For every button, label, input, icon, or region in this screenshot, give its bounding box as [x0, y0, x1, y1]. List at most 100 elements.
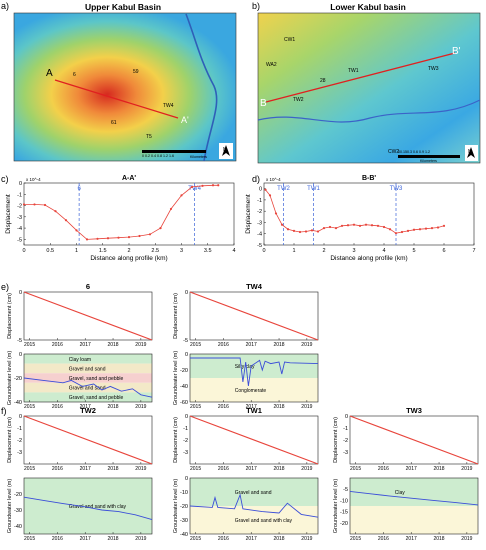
- data-point: [106, 237, 110, 240]
- data-point: [75, 229, 78, 232]
- data-point: [304, 230, 308, 233]
- x-tick-label: 2015: [24, 536, 35, 542]
- data-point: [117, 236, 120, 239]
- lithology-layer: [24, 354, 152, 364]
- lithology-label: Gravel, sand and pebble: [69, 376, 124, 382]
- x-tick-label: 2019: [135, 536, 146, 542]
- x-tick-label: 2019: [135, 404, 146, 410]
- lithology-label: Gravel, sand and pebble: [69, 395, 124, 401]
- timeseries-tw1: TW1 0 -1 -2 -3 Displacement (cm) Gravel and sa…: [173, 406, 319, 542]
- panel-a-title: Upper Kabul Basin: [85, 2, 161, 12]
- map-b-well-tw1: TW1: [348, 68, 359, 74]
- y-axis-label: Displacement: [245, 194, 252, 234]
- data-point: [286, 228, 290, 231]
- x-tick-label: 2017: [80, 342, 91, 348]
- map-b-raster: [257, 12, 481, 164]
- x-tick-label: 2017: [406, 536, 417, 542]
- profile-chart-c: A-A' x 10^-4 0 0.5 1 1.5 2 2.5 3 3.5 4 -5 -4 -3 -2 -1 0 D…: [5, 175, 236, 262]
- x-tick-label: 2019: [135, 342, 146, 348]
- data-point: [322, 226, 326, 230]
- y-tick-label: -60: [180, 400, 188, 406]
- x-tick-label: 2017: [406, 466, 417, 472]
- data-point: [388, 228, 392, 231]
- groundwater-series: [190, 357, 319, 387]
- panel-b-letter: b): [252, 1, 260, 11]
- timeseries-tw3: TW3 0 -1 -2 -3 Displacement (cm) Clay -5 -10 -15 -…: [333, 406, 479, 542]
- map-b-scale-unit: Kilometers: [420, 159, 437, 163]
- y-tick-label: -40: [180, 384, 188, 390]
- y-tick-label: -2: [17, 438, 22, 444]
- map-b-river: [257, 99, 481, 123]
- x-tick-label: 1: [292, 248, 295, 254]
- data-point: [169, 207, 173, 211]
- well-title: 6: [86, 282, 90, 291]
- insar-series: [23, 415, 153, 465]
- well-marker-label-tw2: TW2: [277, 186, 290, 192]
- data-point: [382, 225, 386, 229]
- map-b-well-wa2: WA2: [266, 62, 277, 68]
- lithology-layer: [24, 373, 152, 383]
- panel-f-letter: f): [1, 406, 7, 416]
- map-a-well-t5: T5: [146, 134, 152, 140]
- map-b-north-label: N: [468, 149, 472, 155]
- x-tick-label: 2018: [107, 404, 118, 410]
- data-point: [264, 188, 267, 191]
- y-tick-label: -30: [180, 518, 188, 524]
- y-tick-label: -5: [17, 237, 22, 243]
- y-tick-label: -40: [14, 400, 22, 406]
- x-tick-label: 4: [382, 248, 385, 254]
- data-point: [22, 203, 26, 206]
- y-tick-label: -4: [257, 232, 262, 238]
- gw-y-label: Groundwater level (m): [7, 351, 13, 406]
- data-point: [340, 224, 344, 227]
- lithology-label: Gravel and sand: [69, 386, 106, 392]
- y-tick-label: -1: [17, 192, 22, 198]
- x-tick-label: 2018: [433, 536, 444, 542]
- well-marker-label-6: 6: [77, 186, 81, 192]
- lithology-layer: [24, 478, 152, 534]
- map-a-river: [185, 13, 218, 162]
- data-point: [127, 236, 131, 239]
- x-tick-label: 2: [127, 248, 130, 254]
- y-tick-label: -2: [17, 204, 22, 210]
- y-tick-label: -5: [343, 487, 348, 493]
- x-tick-label: 1.5: [99, 248, 107, 254]
- well-marker-label-tw1: TW1: [307, 186, 320, 192]
- data-point: [352, 223, 356, 226]
- y-tick-label: -20: [14, 492, 22, 498]
- y-tick-label: -10: [340, 498, 348, 504]
- x-tick-label: 2017: [246, 536, 257, 542]
- map-a-scale-unit: Kilometers: [190, 155, 207, 159]
- x-tick-label: 2018: [273, 536, 284, 542]
- data-point: [274, 212, 278, 215]
- data-point: [328, 225, 332, 229]
- x-tick-label: 2015: [24, 342, 35, 348]
- data-point: [292, 229, 296, 233]
- map-b-well-tw3: TW3: [428, 66, 439, 72]
- lithology-label: Clay loam: [69, 357, 91, 363]
- y-tick-label: -5: [257, 243, 262, 249]
- y-tick-label: 0: [185, 290, 188, 296]
- data-point: [64, 219, 68, 222]
- y-tick-label: -30: [14, 508, 22, 514]
- data-point: [96, 237, 99, 240]
- y-tick-label: 0: [185, 476, 188, 482]
- y-tick-label: -10: [180, 490, 188, 496]
- insar-y-label: Displacement (cm): [333, 417, 339, 463]
- groundwater-series: [23, 377, 153, 398]
- x-tick-label: 2017: [80, 466, 91, 472]
- y-tick-label: -40: [180, 532, 188, 538]
- y-tick-label: -20: [180, 368, 188, 374]
- chart-title: B-B': [362, 175, 376, 182]
- x-tick-label: 3.5: [204, 248, 212, 254]
- y-tick-label: -40: [14, 524, 22, 530]
- data-point: [180, 194, 183, 197]
- data-point: [316, 230, 320, 233]
- data-point: [85, 238, 89, 241]
- panel-b-title: Lower Kabul basin: [330, 2, 406, 12]
- x-tick-label: 2018: [273, 404, 284, 410]
- x-tick-label: 2.5: [151, 248, 159, 254]
- plot-frame: [263, 182, 475, 246]
- lithology-label: Gravel and sand with clay: [235, 518, 293, 524]
